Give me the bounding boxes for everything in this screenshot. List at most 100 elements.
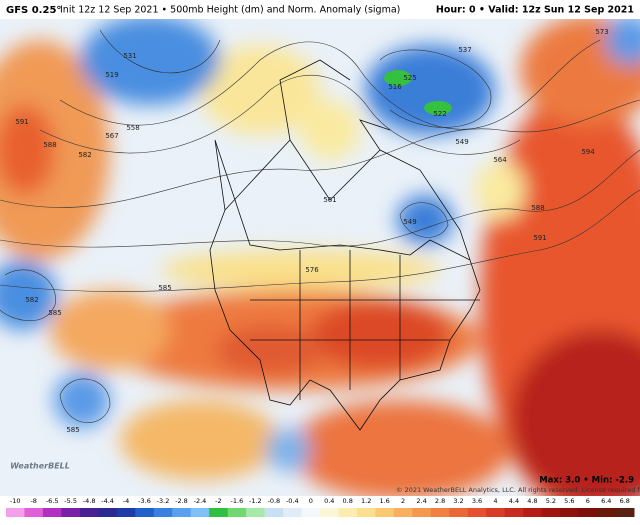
colorbar-label: 6.8	[620, 497, 630, 505]
colorbar-swatch	[209, 508, 229, 517]
colorbar-label: 5.6	[564, 497, 574, 505]
colorbar-swatch	[116, 508, 136, 517]
contour-labels: 591 588 582 567 558 531 519 537 549 525 …	[15, 28, 608, 434]
colorbar: -10 -8 -6.5 -5.5 -4.8 -4.4 -4 -3.6 -3.2 -2.8 -2.4-…	[6, 497, 635, 517]
colorbar-swatch	[615, 508, 635, 517]
contour-label: 531	[123, 52, 136, 60]
colorbar-swatch	[190, 508, 210, 517]
colorbar-label: 2	[401, 497, 405, 505]
colorbar-label: 1.2	[361, 497, 371, 505]
colorbar-label: -6.5	[46, 497, 59, 505]
colorbar-label: 6.4	[601, 497, 611, 505]
colorbar-swatch	[61, 508, 81, 517]
colorbar-label: -8	[30, 497, 36, 505]
colorbar-label: -4	[123, 497, 129, 505]
colorbar-label: -0.8	[267, 497, 280, 505]
colorbar-label: 2.8	[435, 497, 445, 505]
colorbar-swatch	[393, 508, 413, 517]
colorbar-label: -3.6	[138, 497, 151, 505]
map	[0, 19, 640, 496]
valid-time: Hour: 0 • Valid: 12z Sun 12 Sep 2021	[436, 5, 634, 16]
colorbar-label: 0.8	[343, 497, 353, 505]
contour-label: 525	[403, 74, 416, 82]
colorbar-swatch	[227, 508, 247, 517]
colorbar-label: 6	[586, 497, 590, 505]
copyright: © 2021 WeatherBELL Analytics, LLC. All r…	[396, 486, 640, 494]
contour-label: 516	[388, 83, 402, 91]
model-name: GFS 0.25°	[6, 5, 61, 16]
colorbar-label: -1.6	[231, 497, 244, 505]
colorbar-swatch	[264, 508, 284, 517]
colorbar-swatch	[338, 508, 358, 517]
colorbar-swatch	[301, 508, 321, 517]
colorbar-label: 3.2	[453, 497, 463, 505]
contour-label: 522	[433, 110, 446, 118]
colorbar-label: -1.2	[249, 497, 262, 505]
colorbar-swatch	[246, 508, 266, 517]
colorbar-swatch	[449, 508, 469, 517]
contour-label: 561	[323, 196, 336, 204]
colorbar-swatch	[504, 508, 524, 517]
contour-label: 564	[493, 156, 507, 164]
colorbar-label: -2.8	[175, 497, 188, 505]
colorbar-label: 4.4	[509, 497, 519, 505]
contour-label: 549	[455, 138, 468, 146]
colorbar-swatch	[79, 508, 99, 517]
colorbar-label: -5.5	[64, 497, 77, 505]
contour-label: 588	[531, 204, 544, 212]
contour-label: 537	[458, 46, 471, 54]
map-description: Init 12z 12 Sep 2021 • 500mb Height (dm)…	[60, 5, 400, 16]
colorbar-swatch	[375, 508, 395, 517]
colorbar-swatch	[523, 508, 543, 517]
contour-label: 585	[158, 284, 171, 292]
colorbar-label: 4	[493, 497, 497, 505]
contour-label: 585	[66, 426, 79, 434]
colorbar-label: 0	[309, 497, 313, 505]
colorbar-label: 3.6	[472, 497, 482, 505]
contour-label: 576	[305, 266, 319, 274]
colorbar-swatch	[356, 508, 376, 517]
colorbar-swatch	[283, 508, 303, 517]
colorbar-label: 5.2	[546, 497, 556, 505]
colorbar-swatch	[412, 508, 432, 517]
colorbar-swatch	[467, 508, 487, 517]
max-min-stats: Max: 3.0 • Min: -2.9	[539, 476, 634, 486]
colorbar-swatch	[320, 508, 339, 517]
colorbar-label: -2	[215, 497, 221, 505]
contour-label: 567	[105, 132, 118, 140]
colorbar-swatch	[578, 508, 598, 517]
contour-label: 549	[403, 218, 416, 226]
colorbar-label: 0.4	[324, 497, 334, 505]
contour-label: 585	[48, 309, 61, 317]
colorbar-label: 1.6	[379, 497, 389, 505]
colorbar-label: -2.4	[194, 497, 207, 505]
colorbar-label: -4.8	[83, 497, 96, 505]
contour-label: 594	[581, 148, 595, 156]
contour-label: 573	[595, 28, 608, 36]
colorbar-swatch	[172, 508, 192, 517]
colorbar-swatch	[541, 508, 561, 517]
colorbar-swatch	[98, 508, 118, 517]
colorbar-swatch	[135, 508, 155, 517]
colorbar-label: 4.8	[527, 497, 537, 505]
colorbar-swatch	[6, 508, 25, 517]
contour-label: 588	[43, 141, 56, 149]
contour-label: 519	[105, 71, 118, 79]
colorbar-swatch	[42, 508, 62, 517]
colorbar-label: -10	[10, 497, 21, 505]
contour-label: 558	[126, 124, 139, 132]
contour-label: 582	[78, 151, 91, 159]
contour-label: 591	[15, 118, 28, 126]
colorbar-swatch	[153, 508, 173, 517]
colorbar-swatch	[486, 508, 506, 517]
colorbar-label: 2.4	[416, 497, 426, 505]
colorbar-label: -3.2	[157, 497, 170, 505]
colorbar-swatch	[24, 508, 44, 517]
colorbar-swatch	[430, 508, 450, 517]
logo: WeatherBELL	[10, 462, 70, 471]
colorbar-label: -4.4	[101, 497, 114, 505]
contour-label: 582	[25, 296, 38, 304]
colorbar-swatch	[597, 508, 617, 517]
contour-label: 591	[533, 234, 546, 242]
